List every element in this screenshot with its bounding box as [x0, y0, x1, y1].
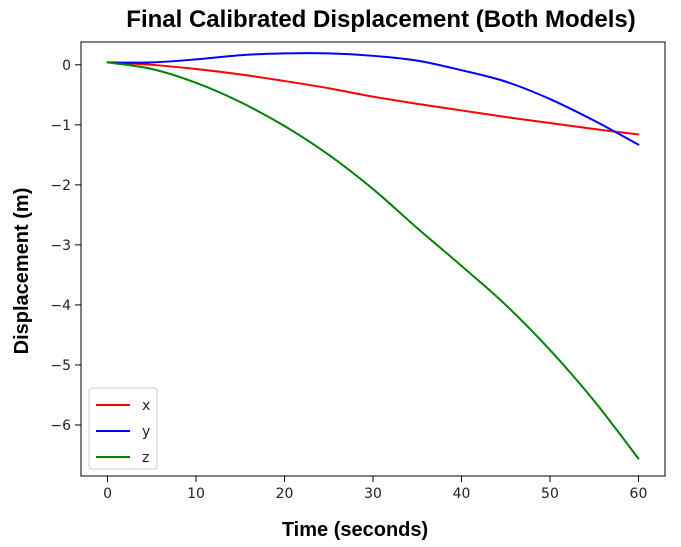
y-tick-label: −5 [50, 358, 71, 374]
legend-label-z: z [142, 450, 149, 466]
legend-box [88, 387, 158, 470]
x-tick-label: 50 [541, 486, 559, 502]
x-tick-label: 30 [364, 486, 382, 502]
chart-title: Final Calibrated Displacement (Both Mode… [126, 6, 635, 33]
y-tick-label: −4 [50, 298, 71, 314]
y-tick-label: −1 [50, 118, 71, 134]
series-line-y [106, 52, 640, 146]
x-axis-ticks: 0 10 20 30 40 50 60 [103, 476, 647, 502]
y-tick-label: 0 [62, 58, 71, 74]
x-tick-label: 60 [630, 486, 648, 502]
x-tick-label: 0 [103, 486, 112, 502]
y-tick-label: −2 [50, 178, 71, 194]
plot-area [80, 41, 666, 477]
legend-label-y: y [142, 424, 150, 440]
series-line-z [106, 61, 640, 460]
x-tick-label: 40 [453, 486, 471, 502]
y-axis-ticks: 0 −1 −2 −3 −4 −5 −6 [50, 58, 81, 434]
series-layer [106, 52, 640, 460]
y-axis-label: Displacement (m) [11, 188, 33, 355]
x-tick-label: 20 [276, 486, 294, 502]
series-line-x [106, 61, 640, 136]
y-tick-label: −3 [50, 238, 71, 254]
x-axis-label: Time (seconds) [282, 519, 428, 541]
legend: xyz [88, 387, 158, 470]
legend-label-x: x [142, 398, 150, 414]
x-tick-label: 10 [187, 486, 205, 502]
y-tick-label: −6 [50, 418, 71, 434]
